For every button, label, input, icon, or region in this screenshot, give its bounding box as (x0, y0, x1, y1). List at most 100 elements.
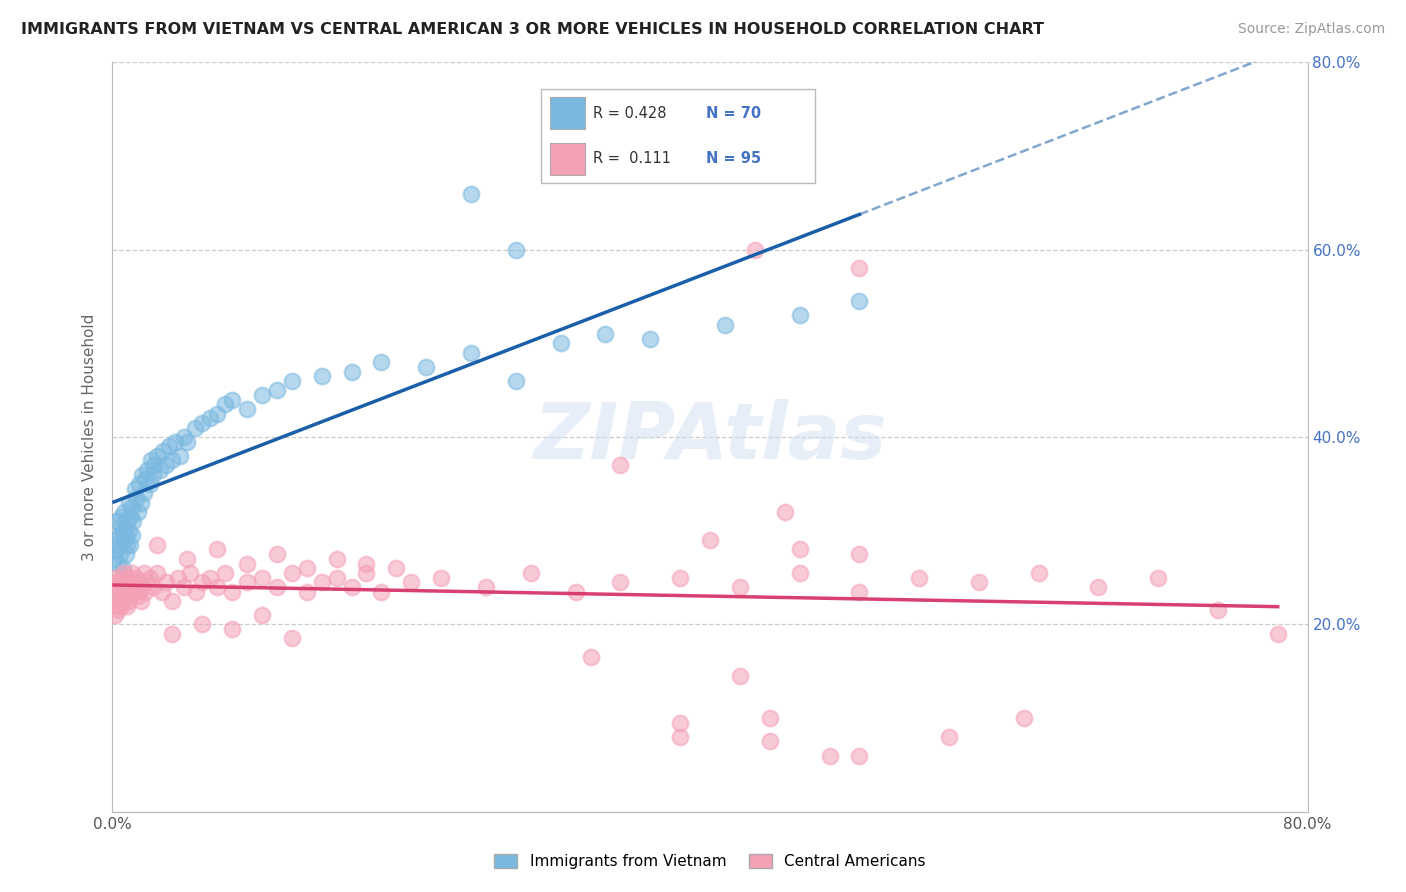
Point (157, 440, 180, 453)
Point (115, 575, 138, 590)
Point (1028, 566, 1050, 580)
Point (191, 416, 214, 430)
Point (176, 434, 198, 449)
Point (669, 715, 692, 730)
Point (214, 566, 236, 580)
Point (385, 561, 408, 575)
Point (789, 308, 811, 322)
Point (205, 407, 228, 421)
Point (236, 557, 259, 571)
Point (104, 608, 127, 623)
Point (105, 514, 128, 528)
Point (266, 547, 288, 561)
Point (120, 538, 142, 552)
Point (714, 318, 737, 332)
Point (967, 575, 990, 590)
Point (114, 594, 135, 608)
Point (135, 575, 157, 590)
Point (134, 472, 156, 486)
Point (142, 580, 165, 594)
Point (236, 401, 259, 416)
Point (908, 571, 931, 585)
Point (205, 580, 228, 594)
Point (550, 336, 572, 351)
Point (848, 748, 870, 763)
Point (505, 374, 527, 388)
Bar (550, 143, 585, 176)
Point (430, 571, 453, 585)
Point (117, 599, 139, 613)
Point (129, 496, 152, 510)
Point (1147, 571, 1170, 585)
Point (520, 566, 543, 580)
Point (415, 359, 437, 374)
Point (759, 734, 782, 748)
Point (131, 580, 153, 594)
Point (142, 467, 165, 482)
Point (169, 449, 191, 463)
Point (111, 590, 134, 604)
Point (115, 584, 138, 599)
Point (609, 458, 631, 473)
Point (125, 571, 148, 585)
Text: N = 70: N = 70 (706, 105, 761, 120)
Point (127, 590, 149, 604)
Point (173, 430, 195, 444)
Point (744, 243, 766, 257)
Point (162, 594, 183, 608)
Point (146, 566, 169, 580)
Point (789, 542, 811, 557)
Point (129, 594, 152, 608)
Legend: Immigrants from Vietnam, Central Americans: Immigrants from Vietnam, Central America… (488, 847, 932, 875)
Point (165, 434, 187, 449)
Point (640, 332, 662, 346)
Point (103, 590, 125, 604)
Point (295, 561, 318, 575)
Point (118, 571, 141, 585)
Point (111, 580, 134, 594)
Point (141, 453, 163, 467)
Point (152, 444, 174, 458)
Point (124, 482, 146, 496)
Point (117, 580, 139, 594)
Point (125, 491, 148, 505)
Point (104, 533, 127, 547)
Point (111, 561, 134, 575)
Point (150, 584, 173, 599)
Point (191, 575, 214, 590)
Point (325, 571, 347, 585)
Text: R = 0.428: R = 0.428 (593, 105, 666, 120)
Bar (550, 96, 585, 129)
Point (325, 551, 347, 566)
Point (848, 261, 870, 276)
Point (135, 463, 157, 477)
Point (236, 575, 259, 590)
Point (221, 584, 243, 599)
Point (115, 528, 138, 542)
Point (281, 566, 304, 580)
Point (139, 476, 162, 491)
Point (162, 453, 183, 467)
Point (122, 514, 145, 528)
Point (266, 384, 288, 398)
Point (131, 467, 153, 482)
Point (221, 622, 243, 636)
Point (938, 730, 960, 744)
FancyBboxPatch shape (541, 89, 815, 183)
Point (669, 571, 692, 585)
Point (107, 575, 129, 590)
Point (114, 533, 135, 547)
Point (460, 345, 482, 359)
Point (214, 397, 236, 411)
Point (121, 566, 143, 580)
Point (108, 547, 131, 561)
Point (118, 594, 141, 608)
Text: Source: ZipAtlas.com: Source: ZipAtlas.com (1237, 22, 1385, 37)
Point (773, 505, 796, 519)
Point (103, 551, 125, 566)
Point (356, 566, 378, 580)
Point (110, 509, 132, 524)
Point (281, 632, 304, 646)
Point (146, 449, 169, 463)
Point (108, 528, 131, 542)
